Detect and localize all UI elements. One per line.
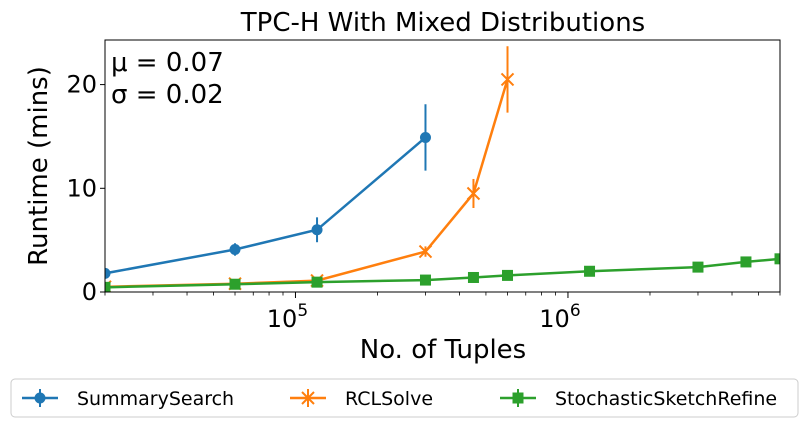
data-point	[229, 278, 241, 290]
legend-label: SummarySearch	[77, 388, 234, 410]
chart-title: TPC-H With Mixed Distributions	[240, 8, 645, 38]
axis-ticks: 0 10 20 105 106	[66, 71, 781, 333]
data-point	[311, 276, 323, 288]
data-point	[466, 186, 481, 201]
x-axis-label: No. of Tuples	[360, 335, 526, 365]
y-tick-label: 10	[66, 174, 97, 202]
legend-label: RCLSolve	[345, 388, 433, 410]
legend-marker	[512, 392, 524, 404]
plot-area	[105, 46, 780, 292]
y-axis-label: Runtime (mins)	[24, 66, 54, 266]
data-point	[740, 256, 752, 268]
plot-frame	[104, 39, 781, 293]
data-point	[105, 267, 111, 279]
data-point	[500, 72, 515, 87]
data-point	[502, 269, 514, 281]
legend: SummarySearch RCLSolve StochasticSketchRef…	[10, 378, 799, 418]
data-point	[229, 243, 241, 255]
legend-item: StochasticSketchRefine	[500, 388, 777, 410]
series-line	[105, 136, 427, 275]
stats-annotation: μ = 0.07 σ = 0.02	[111, 48, 224, 110]
x-tick-label: 105	[267, 301, 308, 333]
data-point	[105, 281, 111, 292]
data-point	[418, 244, 433, 259]
y-tick-label: 0	[82, 278, 97, 306]
data-point	[774, 253, 780, 265]
data-point	[692, 261, 704, 273]
data-point	[584, 265, 596, 277]
y-tick-label: 20	[66, 71, 97, 99]
legend-marker	[34, 392, 46, 404]
legend-label: StochasticSketchRefine	[555, 388, 777, 410]
data-point	[467, 271, 479, 283]
data-point	[419, 274, 431, 286]
series-StochasticSketchRefine	[105, 253, 780, 292]
annotation-mu: μ = 0.07	[111, 48, 224, 78]
x-tick-label: 106	[539, 301, 580, 333]
legend-marker	[301, 391, 315, 405]
series-SummarySearch	[105, 104, 431, 279]
legend-item: SummarySearch	[22, 388, 234, 410]
legend-item: RCLSolve	[290, 388, 433, 410]
legend-frame	[10, 378, 799, 418]
data-point	[311, 224, 323, 236]
series-line	[105, 79, 509, 289]
annotation-sigma: σ = 0.02	[111, 80, 224, 110]
series-line	[105, 257, 780, 289]
data-point	[419, 131, 431, 143]
